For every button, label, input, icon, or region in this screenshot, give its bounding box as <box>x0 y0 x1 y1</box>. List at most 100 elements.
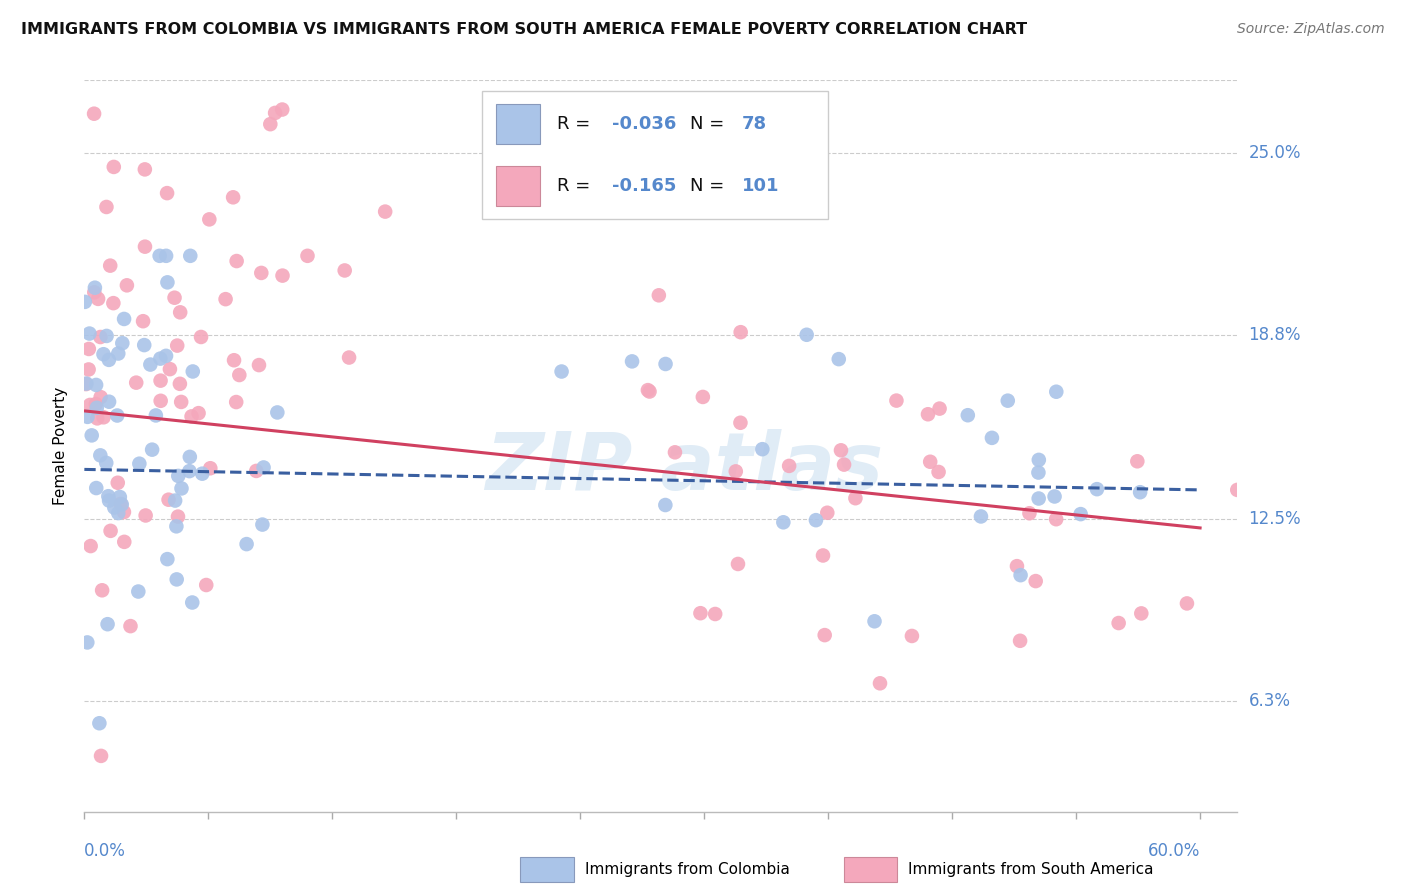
Point <box>727 557 749 571</box>
Point <box>89 716 111 731</box>
Point <box>225 254 247 268</box>
Point <box>1045 512 1067 526</box>
Y-axis label: Female Poverty: Female Poverty <box>53 387 69 505</box>
Point <box>90 748 112 763</box>
Text: 25.0%: 25.0% <box>1249 145 1301 162</box>
Point <box>214 292 236 306</box>
Point <box>125 376 148 390</box>
Point <box>112 312 135 326</box>
Point <box>149 374 172 388</box>
Point <box>1028 491 1050 506</box>
Point <box>84 378 107 392</box>
Point <box>86 411 108 425</box>
Point <box>1226 483 1249 497</box>
Point <box>139 358 162 372</box>
Point <box>98 259 121 273</box>
Point <box>1043 490 1066 504</box>
Point <box>167 469 190 483</box>
Point <box>1129 485 1152 500</box>
Point <box>156 552 179 566</box>
Point <box>179 464 201 478</box>
Point <box>112 534 135 549</box>
Point <box>195 578 218 592</box>
Point <box>259 117 281 131</box>
Point <box>79 539 101 553</box>
Point <box>917 407 939 421</box>
Text: 12.5%: 12.5% <box>1249 510 1301 528</box>
Point <box>654 357 676 371</box>
Point <box>165 493 187 508</box>
Point <box>1010 633 1032 648</box>
Point <box>103 296 125 310</box>
Point <box>83 106 105 120</box>
Point <box>141 442 163 457</box>
Point <box>901 629 924 643</box>
Point <box>97 489 120 503</box>
Point <box>928 465 950 479</box>
Point <box>103 160 125 174</box>
Point <box>844 491 866 506</box>
Point <box>997 393 1019 408</box>
Point <box>128 457 150 471</box>
Point <box>115 278 138 293</box>
Point <box>956 408 979 422</box>
Point <box>127 584 149 599</box>
Point <box>664 445 686 459</box>
Point <box>132 314 155 328</box>
Point <box>730 416 752 430</box>
Point <box>928 401 950 416</box>
Point <box>135 508 157 523</box>
Point <box>1070 507 1092 521</box>
Point <box>181 364 204 378</box>
Point <box>84 397 107 411</box>
Point <box>179 450 201 464</box>
Point <box>198 212 221 227</box>
Point <box>77 342 100 356</box>
Point <box>1028 466 1050 480</box>
Point <box>87 292 110 306</box>
Text: IMMIGRANTS FROM COLOMBIA VS IMMIGRANTS FROM SOUTH AMERICA FEMALE POVERTY CORRELA: IMMIGRANTS FROM COLOMBIA VS IMMIGRANTS F… <box>21 22 1028 37</box>
Text: 78: 78 <box>741 115 766 133</box>
Text: 6.3%: 6.3% <box>1249 691 1291 709</box>
Text: R =: R = <box>557 178 596 195</box>
FancyBboxPatch shape <box>496 166 540 206</box>
Point <box>105 409 128 423</box>
Point <box>107 506 129 520</box>
Point <box>93 410 115 425</box>
Point <box>112 505 135 519</box>
Point <box>169 376 191 391</box>
Point <box>96 200 118 214</box>
Text: R =: R = <box>557 115 596 133</box>
FancyBboxPatch shape <box>496 104 540 145</box>
Point <box>1005 559 1028 574</box>
Point <box>97 617 120 632</box>
Point <box>166 573 188 587</box>
Point <box>156 276 179 290</box>
Point <box>814 628 837 642</box>
Point <box>796 327 818 342</box>
Point <box>222 353 245 368</box>
FancyBboxPatch shape <box>482 91 828 219</box>
Point <box>98 493 121 508</box>
Point <box>83 285 105 300</box>
Point <box>374 204 396 219</box>
Point <box>828 352 851 367</box>
Point <box>107 475 129 490</box>
Point <box>166 338 188 352</box>
Point <box>96 329 118 343</box>
Point <box>149 351 172 366</box>
Point <box>111 336 134 351</box>
Point <box>1025 574 1047 588</box>
Point <box>1018 506 1040 520</box>
Point <box>863 615 886 629</box>
Point <box>89 330 111 344</box>
Point <box>111 498 134 512</box>
Point <box>156 186 179 201</box>
Point <box>73 294 96 309</box>
Point <box>689 606 711 620</box>
Text: 60.0%: 60.0% <box>1147 842 1201 860</box>
Text: 0.0%: 0.0% <box>84 842 127 860</box>
Point <box>110 497 132 511</box>
Point <box>804 513 827 527</box>
Point <box>981 431 1004 445</box>
